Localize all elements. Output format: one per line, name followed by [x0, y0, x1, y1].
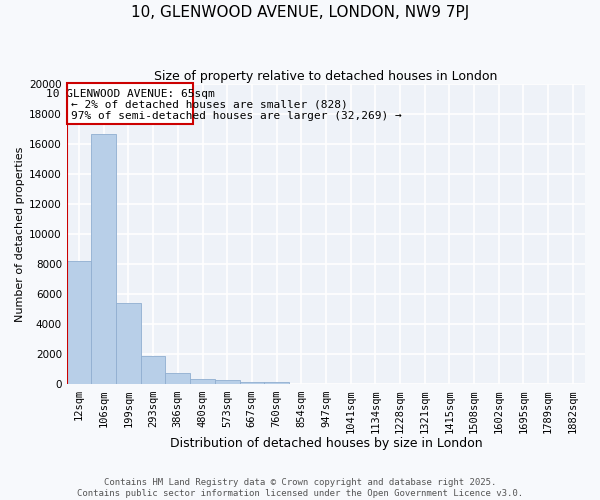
Text: Contains HM Land Registry data © Crown copyright and database right 2025.
Contai: Contains HM Land Registry data © Crown c…	[77, 478, 523, 498]
Bar	[239, 382, 264, 384]
Y-axis label: Number of detached properties: Number of detached properties	[15, 146, 25, 322]
Bar	[190, 379, 215, 384]
Bar	[91, 134, 116, 384]
Bar	[116, 303, 141, 384]
Text: ← 2% of detached houses are smaller (828): ← 2% of detached houses are smaller (828…	[71, 100, 348, 110]
Text: 97% of semi-detached houses are larger (32,269) →: 97% of semi-detached houses are larger (…	[71, 111, 402, 121]
Title: Size of property relative to detached houses in London: Size of property relative to detached ho…	[154, 70, 497, 83]
Bar	[215, 380, 239, 384]
Bar	[166, 373, 190, 384]
Text: 10 GLENWOOD AVENUE: 65sqm: 10 GLENWOOD AVENUE: 65sqm	[46, 89, 215, 99]
X-axis label: Distribution of detached houses by size in London: Distribution of detached houses by size …	[170, 437, 482, 450]
Text: 10, GLENWOOD AVENUE, LONDON, NW9 7PJ: 10, GLENWOOD AVENUE, LONDON, NW9 7PJ	[131, 5, 469, 20]
Bar	[67, 261, 91, 384]
Bar	[264, 382, 289, 384]
Bar	[141, 356, 166, 384]
FancyBboxPatch shape	[67, 84, 193, 124]
